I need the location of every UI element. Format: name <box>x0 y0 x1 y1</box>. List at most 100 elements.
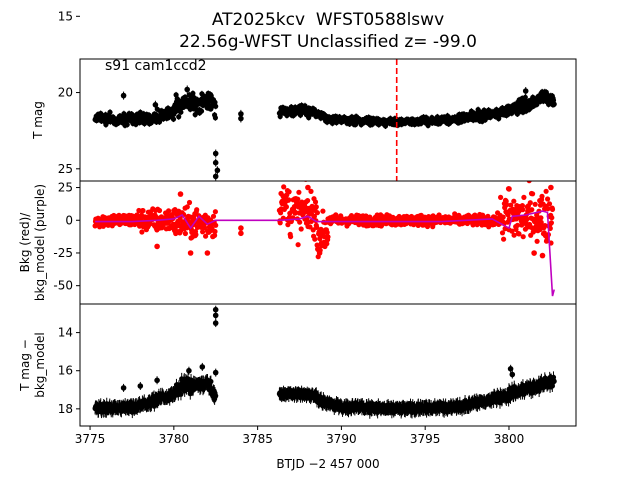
Bkg-middle-point <box>200 229 206 235</box>
y-axis-label-middle: bkg_model (purple) <box>33 184 47 301</box>
Bkg-middle-point <box>140 208 146 214</box>
Bkg-middle-point <box>187 250 194 256</box>
panel-middle: -50 -25 0 25 Bkg (red)/bkg_model (purple) <box>18 180 577 305</box>
series-top-point <box>212 150 219 157</box>
Bkg-middle-point <box>281 184 287 190</box>
series-top-point <box>184 86 190 93</box>
Bkg-middle-point <box>542 223 548 229</box>
Bkg-middle-point <box>177 191 184 197</box>
series-bottom-point <box>213 393 219 399</box>
Bkg-middle-point <box>529 207 535 213</box>
Bkg-middle-point <box>201 224 208 231</box>
Bkg-middle-point <box>213 222 219 228</box>
Bkg-middle-point <box>286 189 292 195</box>
Bkg-middle-point <box>511 232 517 238</box>
Bkg-middle-point <box>549 215 555 221</box>
Bkg-middle-point <box>499 230 506 236</box>
Bkg-middle-point <box>320 208 326 214</box>
Bkg-middle-point <box>514 222 521 228</box>
Bkg-middle-point <box>288 234 294 240</box>
series-top-point <box>107 109 113 115</box>
Bkg-middle-point <box>292 209 299 216</box>
series-top-point <box>198 108 205 114</box>
Bkg-middle-point <box>277 220 283 226</box>
series-top-point <box>212 99 218 105</box>
Bkg-middle-point <box>513 226 519 232</box>
Bkg-middle-point <box>308 188 314 194</box>
series-top-point <box>124 122 130 128</box>
Bkg-middle-point <box>531 250 537 256</box>
Bkg-middle-point <box>305 198 311 204</box>
Bkg-middle-point <box>505 212 511 218</box>
Bkg-middle-point <box>312 236 318 242</box>
Bkg-middle-point <box>504 202 510 208</box>
Bkg-middle-point <box>182 230 188 237</box>
y-tick-label: 25 <box>58 181 73 195</box>
series-top-point <box>277 113 283 120</box>
Bkg-middle-point <box>166 208 172 214</box>
Bkg-middle-point <box>316 250 323 256</box>
Bkg-middle-point <box>539 193 545 199</box>
series-top-point <box>176 114 182 120</box>
Bkg-middle-point <box>526 181 532 184</box>
Bkg-middle-point <box>545 206 551 212</box>
Bkg-middle-point <box>498 194 504 200</box>
Bkg-middle-point <box>212 209 218 215</box>
Bkg-middle-point <box>156 207 163 214</box>
plot-area-bottom <box>92 305 557 419</box>
Bkg-middle-point <box>538 215 544 221</box>
Bkg-middle-point <box>154 243 160 250</box>
plot-area-middle <box>92 181 556 297</box>
Bkg-middle-point <box>501 236 507 242</box>
y-tick-label: 25 <box>58 162 73 176</box>
series-top-point <box>190 90 196 96</box>
Bkg-middle-point <box>296 189 302 195</box>
series-top-point <box>213 35 219 41</box>
Bkg-middle-point <box>203 233 209 239</box>
y-tick-label: 0 <box>65 213 73 227</box>
Bkg-middle-point <box>238 225 244 231</box>
Bkg-middle-point <box>313 204 319 210</box>
y-axis-label-top: T mag <box>31 101 45 140</box>
Bkg-middle-point <box>516 231 522 237</box>
series-top-point <box>208 93 214 99</box>
Bkg-middle-point <box>527 200 533 206</box>
Bkg-middle-point <box>325 234 331 240</box>
Bkg-middle-point <box>415 222 421 228</box>
series-top-point <box>212 173 219 180</box>
Bkg-middle-point <box>511 198 517 204</box>
Bkg-middle-point <box>524 216 530 222</box>
Bkg-middle-point <box>543 188 549 194</box>
series-top-point <box>152 102 159 108</box>
series-top-point <box>170 116 177 122</box>
series-top-point <box>213 103 219 109</box>
Bkg-middle-point <box>278 210 284 216</box>
Bkg-middle-point <box>548 184 554 191</box>
y-tick-label: -25 <box>53 246 73 260</box>
Bkg-middle-point <box>204 250 211 256</box>
Bkg-middle-point <box>509 228 515 234</box>
bkg_model-middle-line <box>95 210 555 297</box>
Bkg-middle-point <box>546 201 553 207</box>
series-top-point <box>178 109 184 115</box>
Bkg-middle-point <box>549 206 556 212</box>
series-top-point <box>121 111 127 117</box>
series-top-point <box>212 115 218 121</box>
Bkg-middle-point <box>530 191 536 197</box>
y-tick-label: 20 <box>58 86 73 100</box>
Bkg-middle-point <box>508 202 514 208</box>
series-top-point <box>522 88 529 94</box>
series-top-point <box>214 167 221 174</box>
y-axis-label-middle: Bkg (red)/ <box>18 212 32 273</box>
series-top-point <box>120 92 127 99</box>
Bkg-middle-point <box>212 228 218 235</box>
plot-area-top <box>92 35 557 181</box>
Bkg-middle-point <box>324 241 330 247</box>
Bkg-middle-point <box>238 230 244 237</box>
Bkg-middle-point <box>295 242 301 248</box>
Bkg-middle-point <box>210 213 217 219</box>
Bkg-middle-point <box>519 203 526 209</box>
Bkg-middle-point <box>520 207 526 213</box>
Bkg-middle-point <box>312 199 319 205</box>
